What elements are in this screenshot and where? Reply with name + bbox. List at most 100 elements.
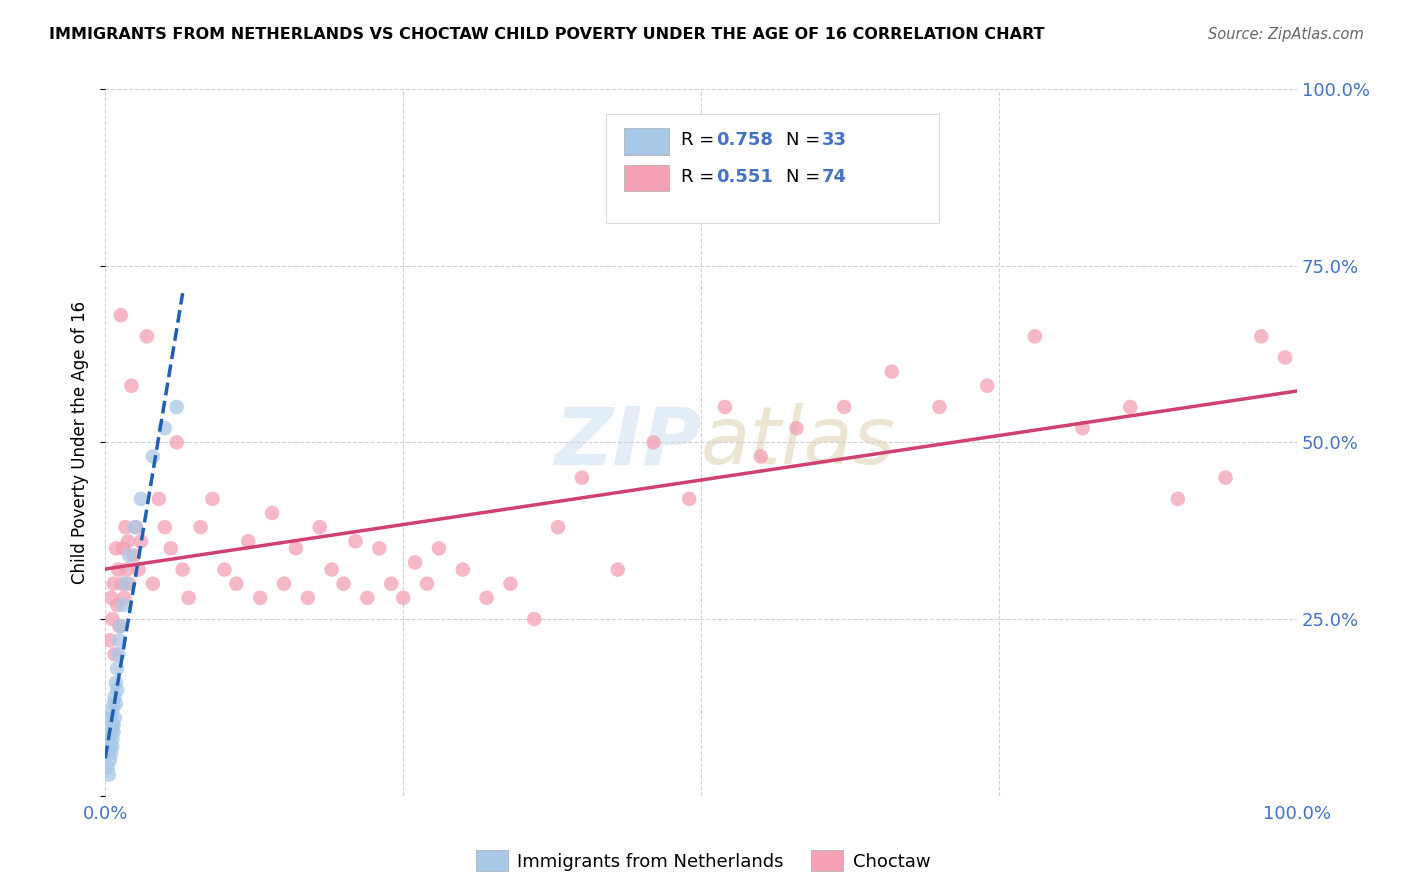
Point xyxy=(166,435,188,450)
Point xyxy=(832,400,855,414)
Point xyxy=(110,619,132,633)
Point xyxy=(404,556,426,570)
Point xyxy=(97,767,120,781)
Point xyxy=(101,732,124,747)
Text: N =: N = xyxy=(786,168,825,186)
Point xyxy=(100,591,122,605)
Point xyxy=(100,725,122,739)
Point xyxy=(172,563,194,577)
Point xyxy=(124,520,146,534)
Point xyxy=(380,576,402,591)
Point xyxy=(451,563,474,577)
Point xyxy=(108,619,131,633)
Point xyxy=(101,612,124,626)
Point xyxy=(749,450,772,464)
Point xyxy=(114,576,136,591)
Point xyxy=(104,697,127,711)
Point xyxy=(97,747,120,761)
Point xyxy=(111,576,134,591)
Point xyxy=(98,633,121,648)
Point xyxy=(190,520,212,534)
Point xyxy=(103,718,125,732)
Point xyxy=(101,704,124,718)
Legend: Immigrants from Netherlands, Choctaw: Immigrants from Netherlands, Choctaw xyxy=(468,843,938,879)
Point xyxy=(100,747,122,761)
FancyBboxPatch shape xyxy=(624,164,669,192)
Point xyxy=(98,753,121,767)
Point xyxy=(547,520,569,534)
Point xyxy=(105,682,128,697)
Point xyxy=(159,541,181,556)
Point xyxy=(214,563,236,577)
Point xyxy=(153,421,176,435)
Point xyxy=(129,491,152,506)
Point xyxy=(122,549,145,563)
Point xyxy=(104,711,127,725)
Point xyxy=(571,471,593,485)
Point xyxy=(112,541,135,556)
Point xyxy=(273,576,295,591)
Point xyxy=(115,563,138,577)
Point xyxy=(344,534,367,549)
Point xyxy=(107,563,129,577)
Point xyxy=(928,400,950,414)
Point xyxy=(100,711,122,725)
Point xyxy=(321,563,343,577)
Point xyxy=(104,648,127,662)
Point xyxy=(714,400,737,414)
Point xyxy=(976,378,998,392)
Point xyxy=(107,648,129,662)
Y-axis label: Child Poverty Under the Age of 16: Child Poverty Under the Age of 16 xyxy=(72,301,89,584)
Text: Source: ZipAtlas.com: Source: ZipAtlas.com xyxy=(1208,27,1364,42)
Point xyxy=(1119,400,1142,414)
Point xyxy=(1024,329,1046,343)
Point xyxy=(643,435,665,450)
Point xyxy=(103,576,125,591)
Point xyxy=(416,576,439,591)
Point xyxy=(785,421,807,435)
Point xyxy=(110,308,132,322)
Point xyxy=(1071,421,1094,435)
Point xyxy=(284,541,307,556)
Point xyxy=(1274,351,1296,365)
Point xyxy=(249,591,271,605)
FancyBboxPatch shape xyxy=(606,113,939,223)
Point xyxy=(104,675,127,690)
Point xyxy=(118,576,141,591)
Point xyxy=(120,378,142,392)
Point xyxy=(308,520,330,534)
Point xyxy=(201,491,224,506)
Point xyxy=(118,549,141,563)
Point xyxy=(332,576,354,591)
Point xyxy=(297,591,319,605)
Point xyxy=(678,491,700,506)
Point xyxy=(103,725,125,739)
Point xyxy=(128,563,150,577)
Point xyxy=(392,591,415,605)
Point xyxy=(135,329,157,343)
Point xyxy=(97,760,120,774)
Point xyxy=(101,739,124,754)
Text: 74: 74 xyxy=(821,168,846,186)
Point xyxy=(177,591,200,605)
Text: 33: 33 xyxy=(821,131,846,149)
Point xyxy=(101,718,124,732)
Text: N =: N = xyxy=(786,131,825,149)
Point xyxy=(606,563,628,577)
Point xyxy=(1215,471,1237,485)
Point xyxy=(98,739,121,754)
Text: IMMIGRANTS FROM NETHERLANDS VS CHOCTAW CHILD POVERTY UNDER THE AGE OF 16 CORRELA: IMMIGRANTS FROM NETHERLANDS VS CHOCTAW C… xyxy=(49,27,1045,42)
Point xyxy=(225,576,247,591)
Point xyxy=(103,697,125,711)
FancyBboxPatch shape xyxy=(624,128,669,154)
Point xyxy=(129,534,152,549)
Point xyxy=(153,520,176,534)
Point xyxy=(117,534,139,549)
Text: 0.551: 0.551 xyxy=(717,168,773,186)
Point xyxy=(166,400,188,414)
Text: 0.758: 0.758 xyxy=(717,131,773,149)
Point xyxy=(142,576,165,591)
Point xyxy=(105,661,128,675)
Text: ZIP: ZIP xyxy=(554,403,702,482)
Text: atlas: atlas xyxy=(702,403,896,482)
